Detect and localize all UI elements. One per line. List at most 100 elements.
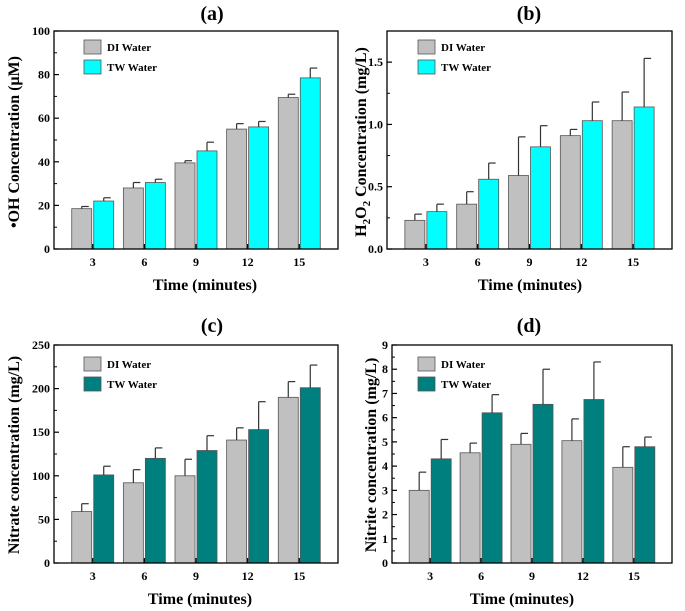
x-tick-label: 3 — [427, 569, 433, 583]
x-tick-label: 9 — [193, 255, 199, 269]
bar-di-9 — [174, 475, 196, 564]
bar-tw-12 — [248, 126, 270, 250]
x-tick-label: 6 — [141, 569, 147, 583]
bar-tw-3 — [426, 211, 448, 250]
y-tick-label: 8 — [382, 362, 388, 376]
bar-tw-15 — [633, 106, 655, 250]
x-tick-label: 3 — [90, 569, 96, 583]
x-tick-label: 9 — [527, 255, 533, 269]
legend-label-di: DI Water — [441, 359, 485, 371]
bar-di-12 — [561, 440, 583, 564]
y-tick-label: 100 — [32, 469, 50, 483]
bar-tw-6 — [144, 457, 166, 564]
legend-swatch-di — [417, 356, 436, 372]
bar-di-12 — [226, 128, 248, 250]
bar-di-3 — [408, 489, 430, 564]
x-tick-label: 12 — [575, 255, 587, 269]
bar-tw-3 — [93, 200, 115, 250]
x-tick-label: 15 — [293, 569, 305, 583]
x-tick-label: 12 — [577, 569, 589, 583]
panel-d-ylabel: Nitrite concentration (mg/L) — [363, 358, 380, 553]
y-tick-label: 100 — [32, 24, 50, 38]
panel-a-title: (a) — [200, 3, 223, 25]
legend-swatch-tw — [417, 376, 436, 392]
y-tick-label: 2 — [382, 508, 388, 522]
x-tick-label: 9 — [193, 569, 199, 583]
bar-di-12 — [559, 135, 581, 250]
panel-b-title: (b) — [517, 3, 541, 25]
legend-swatch-di — [83, 356, 102, 372]
y-tick-label: 1.0 — [368, 117, 383, 131]
bar-tw-12 — [581, 120, 603, 250]
bar-di-6 — [456, 203, 478, 250]
bar-di-9 — [174, 162, 196, 250]
y-tick-label: 3 — [382, 483, 388, 497]
x-tick-label: 6 — [478, 569, 484, 583]
panel-d: (d) Nitrite concentration (mg/L) Time (m… — [363, 315, 673, 608]
bar-tw-9 — [530, 146, 551, 250]
bar-di-15 — [611, 120, 633, 250]
y-tick-label: 9 — [382, 338, 388, 352]
y-tick-label: 0 — [44, 556, 50, 570]
x-tick-label: 12 — [242, 255, 254, 269]
bar-tw-15 — [299, 387, 321, 564]
bar-tw-3 — [430, 458, 452, 564]
y-tick-label: 250 — [32, 338, 50, 352]
legend-swatch-tw — [417, 59, 436, 75]
y-tick-label: 5 — [382, 435, 388, 449]
panel-a-xlabel: Time (minutes) — [153, 277, 257, 294]
bar-di-3 — [71, 511, 93, 564]
panel-a-plot: 0 20 40 60 80 100 3 6 9 12 15 DI Water TW Water — [32, 24, 339, 269]
panel-d-title: (d) — [517, 315, 541, 337]
legend-swatch-tw — [83, 376, 102, 392]
legend-label-di: DI Water — [107, 42, 151, 54]
y-tick-label: 150 — [32, 425, 50, 439]
x-tick-label: 15 — [628, 569, 640, 583]
y-tick-label: 0.0 — [368, 242, 383, 256]
x-tick-label: 6 — [141, 255, 147, 269]
panel-d-xlabel: Time (minutes) — [470, 591, 574, 608]
y-tick-label: 6 — [382, 411, 388, 425]
x-tick-label: 6 — [475, 255, 481, 269]
panel-c-title: (c) — [201, 315, 223, 337]
y-tick-label: 40 — [38, 155, 50, 169]
bar-tw-15 — [634, 446, 656, 564]
panel-c-plot: 0 50 100 150 200 250 3 6 9 12 15 DI Water TW Water — [32, 338, 339, 583]
bar-tw-9 — [196, 150, 218, 250]
bar-tw-15 — [299, 77, 321, 250]
bar-tw-6 — [481, 412, 503, 564]
legend-label-tw: TW Water — [107, 62, 157, 74]
panel-b-xlabel: Time (minutes) — [478, 277, 582, 294]
bar-di-6 — [122, 482, 144, 564]
legend-swatch-di — [417, 39, 436, 55]
legend-label-tw: TW Water — [441, 379, 491, 391]
bar-di-3 — [404, 219, 426, 250]
panel-a-ylabel: •OH Concentration (μM) — [6, 56, 23, 228]
panel-c: (c) Nitrate concentration (mg/L) Time (m… — [6, 315, 339, 608]
bar-di-9 — [508, 175, 529, 250]
y-tick-label: 0 — [382, 556, 388, 570]
legend-label-di: DI Water — [107, 359, 151, 371]
bar-tw-3 — [93, 474, 115, 564]
y-tick-label: 20 — [38, 198, 50, 212]
x-tick-label: 15 — [627, 255, 639, 269]
x-tick-label: 9 — [529, 569, 535, 583]
bar-di-9 — [510, 443, 532, 564]
x-tick-label: 12 — [242, 569, 254, 583]
y-tick-label: 1 — [382, 532, 388, 546]
y-tick-label: 0.5 — [368, 180, 383, 194]
y-tick-label: 200 — [32, 382, 50, 396]
y-tick-label: 60 — [38, 111, 50, 125]
legend-label-tw: TW Water — [441, 62, 491, 74]
bar-tw-6 — [144, 182, 166, 250]
y-tick-label: 80 — [38, 68, 50, 82]
y-tick-label: 50 — [38, 512, 50, 526]
bar-di-6 — [459, 452, 481, 564]
x-tick-label: 3 — [423, 255, 429, 269]
panel-b-plot: 0.0 0.5 1.0 1.5 3 6 9 12 15 DI Water TW Water — [368, 30, 673, 269]
bar-tw-12 — [248, 429, 270, 564]
y-tick-label: 7 — [382, 386, 388, 400]
y-tick-label: 4 — [382, 459, 388, 473]
